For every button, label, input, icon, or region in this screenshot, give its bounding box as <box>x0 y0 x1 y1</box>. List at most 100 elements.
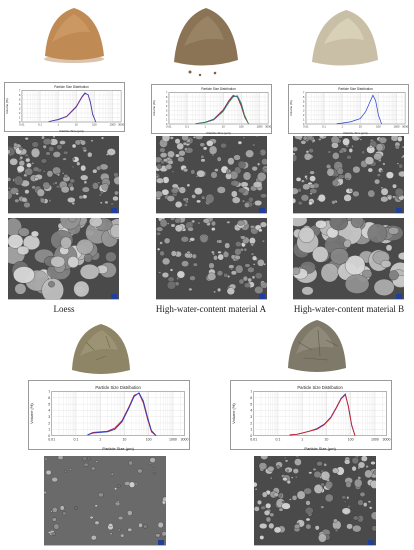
x-tick-label: 100 <box>146 437 152 441</box>
loess-sem-image-low-magnification <box>8 136 119 214</box>
zeiss-logo <box>111 208 117 213</box>
zeiss-logo <box>396 208 402 213</box>
y-tick-label: 2 <box>250 421 252 425</box>
y-tick-label: 7 <box>48 390 50 394</box>
x-tick-label: 1000 <box>169 437 177 441</box>
y-axis-label: Volume (%) <box>152 100 156 116</box>
x-tick-label: 3000 <box>118 123 125 127</box>
y-tick-label: 5 <box>19 97 21 101</box>
y-tick-label: 0 <box>166 122 168 126</box>
y-axis-label: Volume (%) <box>5 98 9 114</box>
series-line-2 <box>87 392 157 436</box>
x-tick-label: 3000 <box>181 437 189 441</box>
x-tick-label: 100 <box>376 125 381 129</box>
y-tick-label: 3 <box>166 108 168 112</box>
mixed-sample-2-photo <box>288 320 346 372</box>
x-tick-label: 1000 <box>256 125 263 129</box>
mixed-sample-1-photo <box>72 324 130 374</box>
x-tick-label: 0.01 <box>166 125 172 129</box>
series-line-1 <box>336 94 382 125</box>
material-b-sem-image-low-magnification <box>293 136 404 214</box>
y-tick-label: 7 <box>250 390 252 394</box>
material-b-sample-photo <box>312 10 378 66</box>
y-tick-label: 1 <box>166 117 168 121</box>
x-axis-label: Particle Size (μm) <box>102 446 134 451</box>
x-tick-label: 1 <box>341 125 343 129</box>
x-tick-label: 0.1 <box>322 125 326 129</box>
x-tick-label: 10 <box>75 123 79 127</box>
x-tick-label: 0.1 <box>38 123 42 127</box>
x-tick-label: 0.01 <box>250 437 257 441</box>
x-tick-label: 100 <box>239 125 244 129</box>
y-tick-label: 4 <box>48 409 50 413</box>
zeiss-logo <box>111 294 117 299</box>
y-tick-label: 4 <box>19 102 21 106</box>
x-tick-label: 1000 <box>371 437 379 441</box>
y-tick-label: 4 <box>166 104 168 108</box>
x-tick-label: 0.01 <box>303 125 309 129</box>
loess-particle-size-chart: Particle Size Distribution 0.01 0.1 1 10 100 1… <box>4 82 125 133</box>
x-tick-label: 0.1 <box>185 125 189 129</box>
x-tick-label: 0.1 <box>73 437 78 441</box>
material-b-particle-size-chart: Particle Size Distribution 0.01 0.1 1 10 100 1… <box>288 84 409 135</box>
loess-sample-photo <box>44 8 104 63</box>
x-tick-label: 0.1 <box>275 437 280 441</box>
y-tick-label: 2 <box>303 113 305 117</box>
y-tick-label: 6 <box>250 396 252 400</box>
chart-title: Particle Size Distribution <box>338 87 373 91</box>
chart-title: Particle Size Distribution <box>201 87 236 91</box>
y-tick-label: 3 <box>48 415 50 419</box>
x-tick-label: 3000 <box>383 437 391 441</box>
y-tick-label: 0 <box>19 120 21 124</box>
x-axis-label: Particle Size (μm) <box>304 446 336 451</box>
material-a-sem-image-low-magnification <box>156 136 267 214</box>
x-tick-label: 1 <box>99 437 101 441</box>
mixed-sample-2-particle-size-chart: Particle Size Distribution 0.01 0.1 1 10 100 1… <box>230 380 392 451</box>
x-tick-label: 1 <box>301 437 303 441</box>
x-tick-label: 10 <box>122 437 126 441</box>
material-a-particle-size-chart: Particle Size Distribution 0.01 0.1 1 10 100 1… <box>151 84 272 135</box>
y-tick-label: 2 <box>19 111 21 115</box>
y-tick-label: 6 <box>48 396 50 400</box>
x-tick-label: 100 <box>348 437 354 441</box>
x-axis-label: Particle Size (μm) <box>60 129 84 133</box>
y-tick-label: 7 <box>166 90 168 94</box>
y-tick-label: 6 <box>303 95 305 99</box>
x-tick-label: 10 <box>222 125 226 129</box>
zeiss-logo <box>259 294 265 299</box>
zeiss-logo <box>368 540 374 545</box>
y-tick-label: 3 <box>250 415 252 419</box>
mixed-sample-1-sem-image <box>44 456 166 546</box>
y-tick-label: 2 <box>48 421 50 425</box>
y-tick-label: 6 <box>166 95 168 99</box>
y-tick-label: 1 <box>303 117 305 121</box>
loess-sem-image-high-magnification <box>8 218 119 300</box>
series-line-2 <box>195 95 249 125</box>
x-axis-label: Particle Size (μm) <box>344 131 368 135</box>
y-tick-label: 2 <box>166 113 168 117</box>
chart-title: Particle Size Distribution <box>95 385 141 390</box>
x-tick-label: 3000 <box>402 125 409 129</box>
x-tick-label: 10 <box>359 125 363 129</box>
x-tick-label: 0.01 <box>19 123 25 127</box>
x-tick-label: 1 <box>204 125 206 129</box>
y-tick-label: 7 <box>19 88 21 92</box>
mixed-sample-1-particle-size-chart: Particle Size Distribution 0.01 0.1 1 10 100 1… <box>28 380 190 451</box>
x-axis-label: Particle Size (μm) <box>207 131 231 135</box>
material-a-sample-photo <box>174 8 238 77</box>
material-a-sem-image-high-magnification <box>156 218 267 300</box>
y-tick-label: 4 <box>303 104 305 108</box>
y-tick-label: 0 <box>303 122 305 126</box>
x-tick-label: 1000 <box>109 123 116 127</box>
y-tick-label: 5 <box>166 99 168 103</box>
chart-title: Particle Size Distribution <box>54 85 89 89</box>
x-tick-label: 1000 <box>393 125 400 129</box>
plot-area <box>168 92 269 125</box>
plot-area <box>21 90 122 123</box>
y-tick-label: 4 <box>250 409 252 413</box>
y-tick-label: 1 <box>19 115 21 119</box>
y-tick-label: 5 <box>48 402 50 406</box>
y-tick-label: 3 <box>303 108 305 112</box>
y-tick-label: 3 <box>19 106 21 110</box>
y-axis-label: Volume (%) <box>289 100 293 116</box>
